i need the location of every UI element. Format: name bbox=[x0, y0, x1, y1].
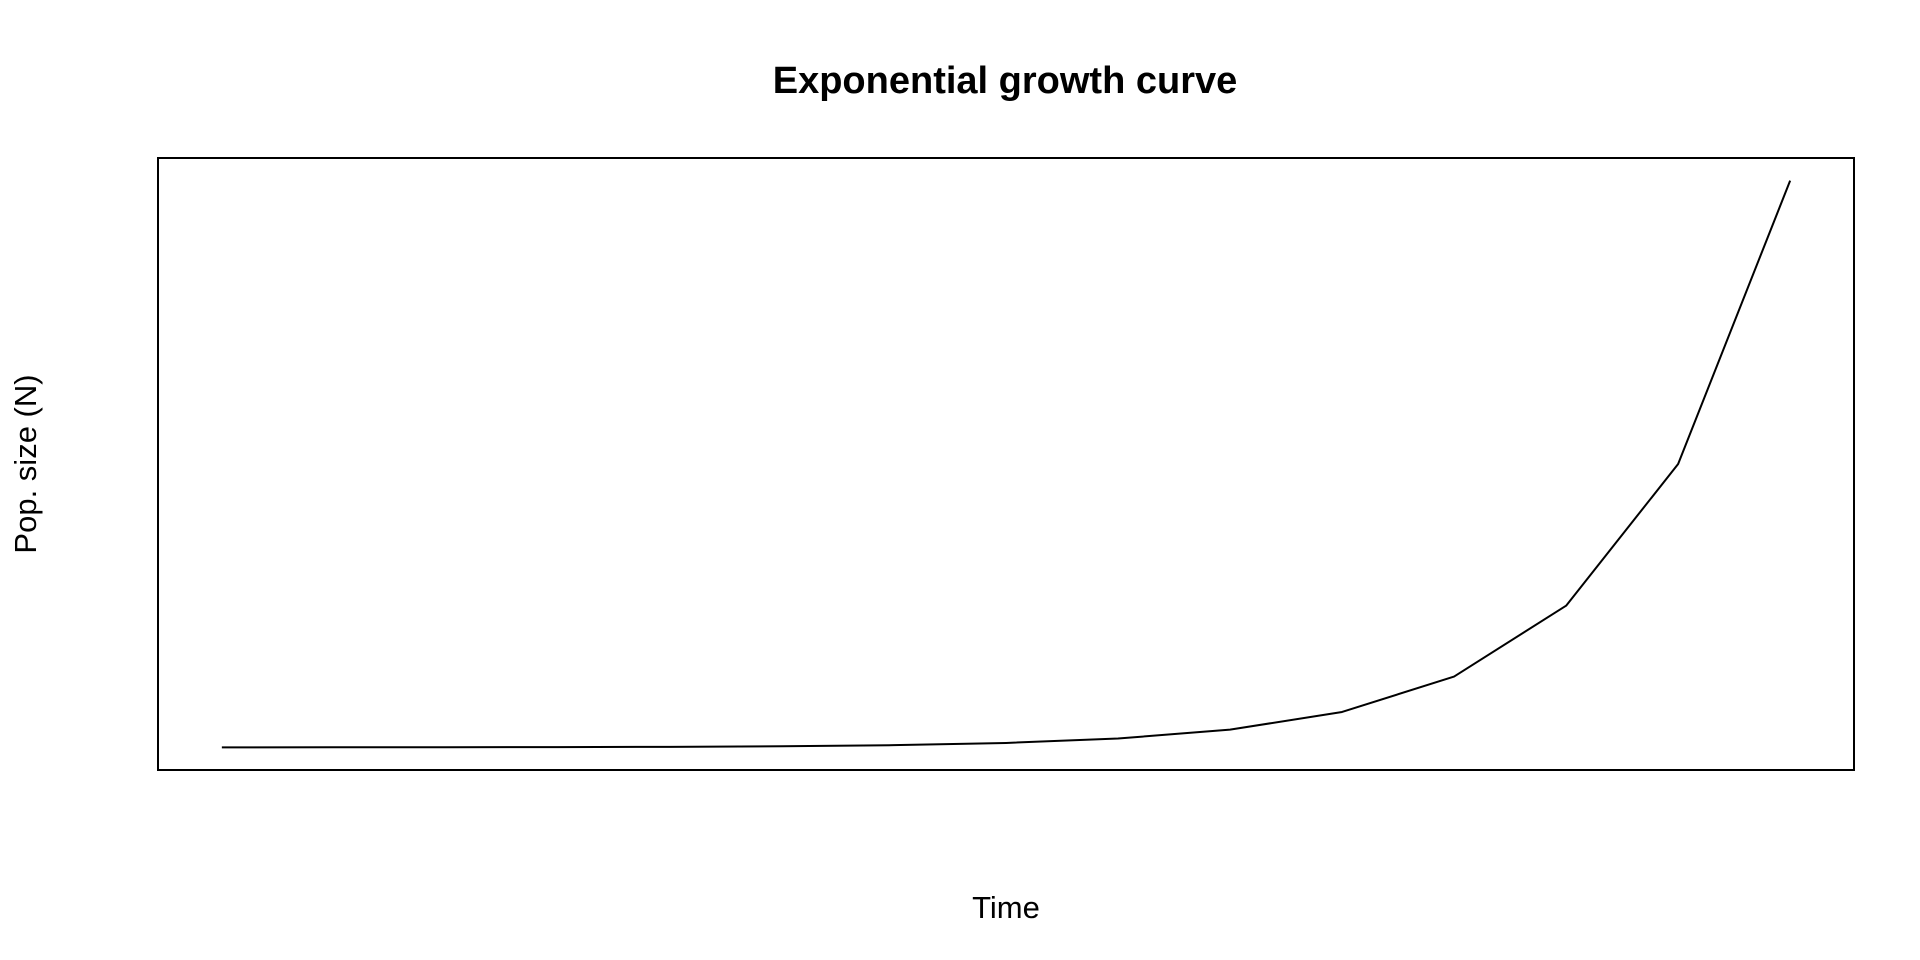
x-axis-label: Time bbox=[972, 890, 1040, 925]
plot-frame bbox=[157, 157, 1855, 771]
chart-title: Exponential growth curve bbox=[773, 60, 1238, 102]
series-layer bbox=[221, 180, 1792, 749]
series-line-N bbox=[221, 180, 1792, 749]
y-axis-label: Pop. size (N) bbox=[8, 374, 43, 553]
